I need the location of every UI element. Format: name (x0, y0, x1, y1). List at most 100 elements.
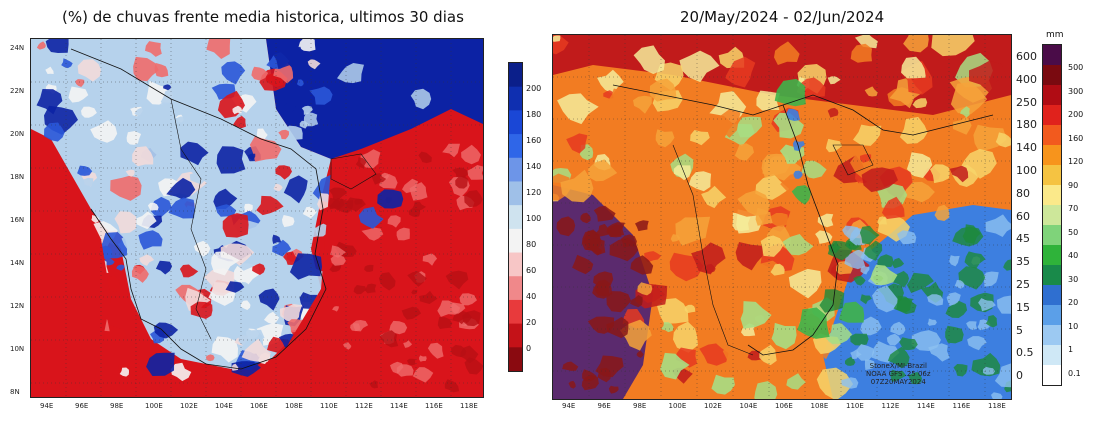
north-blue-region (266, 39, 483, 159)
left-lon-tick: 118E (460, 402, 478, 410)
right-colorbar-band (1043, 325, 1061, 346)
left-lat-tick: 18N (10, 173, 25, 181)
right-inner-scale-label: 100 (1016, 164, 1037, 177)
left-colorbar-band (509, 252, 522, 277)
southwest-red-region (31, 139, 111, 397)
right-inner-scale-label: 60 (1016, 209, 1030, 223)
right-colorbar-band (1043, 205, 1061, 226)
right-lon-tick: 106E (775, 402, 793, 410)
left-colorbar-label: 180 (526, 110, 542, 119)
right-colorbar-band (1043, 185, 1061, 206)
left-map-area (30, 38, 484, 398)
right-lon-tick: 114E (917, 402, 935, 410)
left-colorbar-label: 60 (526, 266, 537, 275)
right-inner-scale-label: 80 (1016, 186, 1030, 200)
right-colorbar-band (1043, 165, 1061, 186)
right-colorbar-band (1043, 225, 1061, 246)
colorbar-units: mm (1046, 30, 1064, 40)
right-colorbar-label: 200 (1068, 110, 1084, 119)
right-inner-scale-label: 180 (1016, 118, 1037, 132)
right-map-area (552, 34, 1012, 400)
right-colorbar-label: 120 (1068, 157, 1084, 166)
right-colorbar-label: 10 (1068, 321, 1079, 331)
left-colorbar-band (509, 205, 522, 230)
right-colorbar-band (1043, 345, 1061, 366)
left-colorbar-band (509, 134, 522, 159)
right-colorbar-label: 40 (1068, 251, 1079, 260)
right-colorbar-band (1043, 245, 1061, 266)
right-inner-scale-label: 35 (1016, 255, 1030, 269)
right-colorbar-label: 20 (1068, 298, 1079, 307)
right-inner-scale-label: 250 (1016, 95, 1037, 109)
right-colorbar-band (1043, 145, 1061, 166)
right-map-title: 20/May/2024 - 02/Jun/2024 (680, 8, 885, 26)
right-colorbar-label: 30 (1068, 274, 1079, 284)
left-colorbar-band (509, 110, 522, 135)
left-lat-tick: 16N (10, 216, 25, 224)
right-inner-scale-label: 400 (1016, 72, 1037, 86)
right-lon-tick: 104E (739, 402, 758, 410)
left-lon-tick: 108E (285, 402, 303, 410)
right-colorbar-band (1043, 65, 1061, 86)
right-lon-tick: 100E (668, 402, 687, 410)
left-colorbar-band (509, 299, 522, 325)
right-colorbar (1042, 44, 1062, 386)
left-lon-tick: 106E (250, 402, 268, 410)
right-colorbar-band (1043, 85, 1061, 106)
right-colorbar-band (1043, 305, 1061, 326)
left-lat-tick: 12N (10, 302, 25, 310)
hainan-outline (832, 144, 874, 176)
right-lon-tick: 98E (633, 402, 647, 410)
left-lon-tick: 94E (40, 402, 54, 410)
source-watermark: StoneX/MI-Brazil NOAA GFS .25 06z 07Z20M… (866, 362, 931, 386)
right-inner-scale-label: 0.5 (1016, 346, 1034, 360)
right-colorbar-label: 70 (1068, 204, 1079, 213)
right-colorbar-band (1043, 105, 1061, 126)
left-lon-tick: 98E (110, 402, 124, 410)
left-lon-tick: 114E (390, 402, 408, 410)
left-colorbar-label: 120 (526, 188, 542, 197)
left-colorbar-band (509, 276, 522, 301)
left-lon-tick: 110E (320, 402, 338, 410)
china-coastline (612, 84, 994, 136)
right-inner-scale-label: 15 (1016, 300, 1030, 314)
left-colorbar-band (509, 347, 522, 371)
accumulated-rain-map (553, 35, 1011, 399)
rainfall-percent-map (31, 39, 483, 397)
left-colorbar-band (509, 63, 522, 88)
left-lat-tick: 24N (10, 44, 25, 52)
right-colorbar-band (1043, 285, 1061, 306)
coastline (70, 48, 327, 370)
right-colorbar-label: 50 (1068, 227, 1079, 237)
right-lon-tick: 108E (810, 402, 829, 410)
right-inner-scale-label: 25 (1016, 278, 1030, 291)
inland-border (672, 144, 754, 356)
left-lon-tick: 96E (75, 402, 89, 410)
left-map-title: (%) de chuvas frente media historica, ul… (62, 8, 464, 26)
right-lon-tick: 118E (988, 402, 1006, 410)
right-colorbar-label: 1 (1068, 345, 1074, 354)
left-colorbar-band (509, 323, 522, 348)
right-inner-scale-label: 45 (1016, 232, 1030, 246)
right-lon-tick: 102E (704, 402, 722, 410)
right-colorbar-band (1043, 365, 1061, 385)
left-lon-tick: 102E (180, 402, 198, 410)
left-colorbar-label: 140 (526, 162, 542, 171)
right-lon-tick: 112E (881, 402, 900, 410)
right-lon-tick: 94E (562, 402, 576, 410)
hainan-outline (330, 153, 377, 190)
right-colorbar-label: 0.1 (1068, 368, 1081, 378)
left-colorbar-label: 200 (526, 84, 542, 93)
left-colorbar-band (509, 86, 522, 111)
left-lat-tick: 8N (10, 388, 20, 396)
left-lon-tick: 116E (425, 402, 443, 410)
left-lat-tick: 10N (10, 345, 25, 353)
right-lon-tick: 96E (597, 402, 611, 410)
left-lat-tick: 14N (10, 259, 25, 267)
right-colorbar-band (1043, 265, 1061, 286)
left-colorbar-label: 20 (526, 318, 537, 327)
border-line (170, 98, 212, 340)
right-inner-scale-label: 0 (1016, 369, 1023, 383)
left-lon-tick: 112E (355, 402, 373, 410)
right-colorbar-label: 500 (1068, 63, 1084, 72)
